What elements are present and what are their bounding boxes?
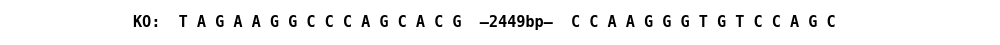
Text: KO:  T A G A A G G C C C A G C A C G  —2449bp—  C C A A G G G T G T C C A G C: KO: T A G A A G G C C C A G C A C G —244… <box>133 15 835 30</box>
